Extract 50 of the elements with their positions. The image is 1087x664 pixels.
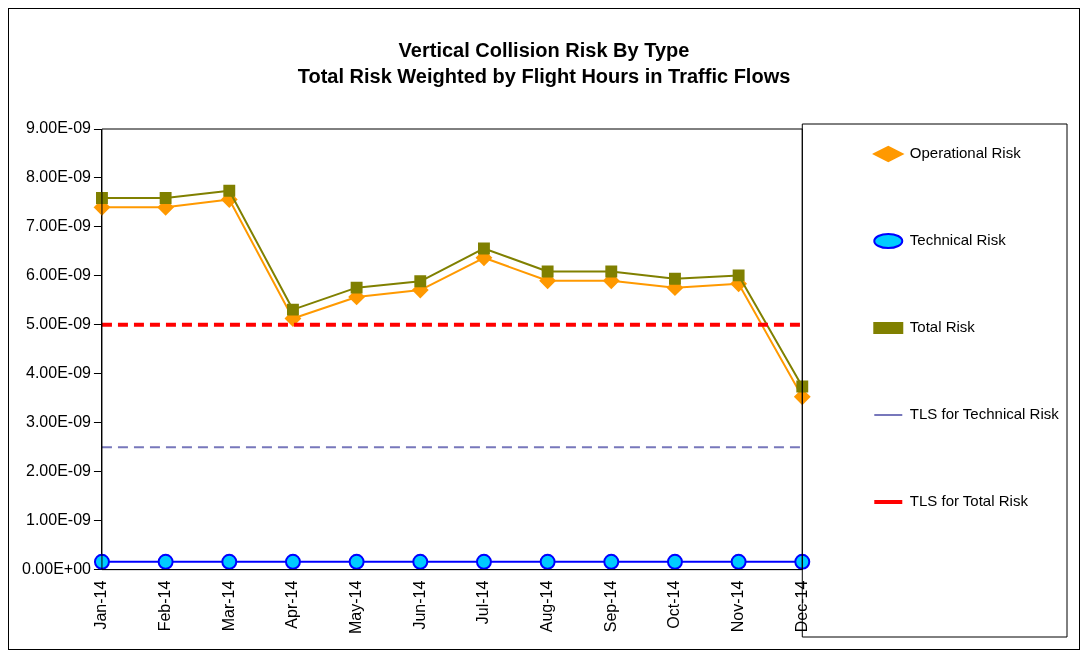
point	[223, 184, 236, 197]
point	[732, 269, 745, 282]
x-tick-label: Aug-14	[538, 580, 556, 633]
x-tick-label: Dec-14	[792, 580, 810, 633]
point	[414, 275, 427, 288]
x-tick-label: Apr-14	[283, 580, 301, 629]
legend-label: Total Risk	[909, 318, 976, 336]
chart-subtitle: Total Risk Weighted by Flight Hours in Traffic Flows	[297, 64, 791, 87]
point	[159, 192, 172, 204]
x-tick-label: Oct-14	[665, 580, 683, 629]
point	[157, 553, 174, 570]
point	[350, 281, 363, 294]
legend-label: Operational Risk	[909, 144, 1022, 162]
point	[794, 553, 811, 570]
point	[478, 242, 490, 255]
point	[669, 272, 681, 285]
point	[348, 553, 365, 570]
point	[666, 553, 683, 570]
point	[603, 553, 620, 570]
point	[475, 553, 492, 570]
x-tick-label: Jun-14	[410, 580, 428, 630]
point	[730, 553, 747, 570]
legend-label: TLS for Total Risk	[909, 492, 1029, 510]
point	[541, 265, 554, 278]
x-tick-label: Nov-14	[729, 580, 747, 633]
y-tick-label: 8.00E-09	[26, 168, 92, 186]
y-tick-label: 5.00E-09	[26, 315, 92, 333]
y-tick-label: 4.00E-09	[26, 364, 92, 382]
point	[605, 265, 618, 278]
x-tick-label: Mar-14	[219, 580, 237, 632]
y-tick-label: 3.00E-09	[26, 413, 92, 431]
x-tick-label: Jan-14	[92, 580, 110, 630]
x-tick-label: Feb-14	[156, 580, 174, 632]
chart-title: Vertical Collision Risk By Type	[398, 38, 690, 61]
x-tick-label: Sep-14	[601, 580, 619, 633]
x-tick-label: Jul-14	[474, 580, 492, 625]
legend-label: TLS for Technical Risk	[909, 405, 1060, 423]
y-tick-label: 0.00E+00	[22, 560, 92, 578]
x-tick-label: May-14	[347, 580, 365, 635]
point	[284, 553, 301, 570]
point	[221, 553, 238, 570]
point	[412, 553, 429, 570]
y-tick-label: 9.00E-09	[26, 119, 92, 137]
point	[539, 553, 556, 570]
y-tick-label: 7.00E-09	[26, 217, 92, 235]
point	[287, 303, 299, 316]
y-tick-label: 2.00E-09	[26, 462, 92, 480]
y-tick-label: 6.00E-09	[26, 266, 92, 284]
y-tick-label: 1.00E-09	[26, 511, 92, 529]
legend-label: Technical Risk	[909, 231, 1007, 249]
